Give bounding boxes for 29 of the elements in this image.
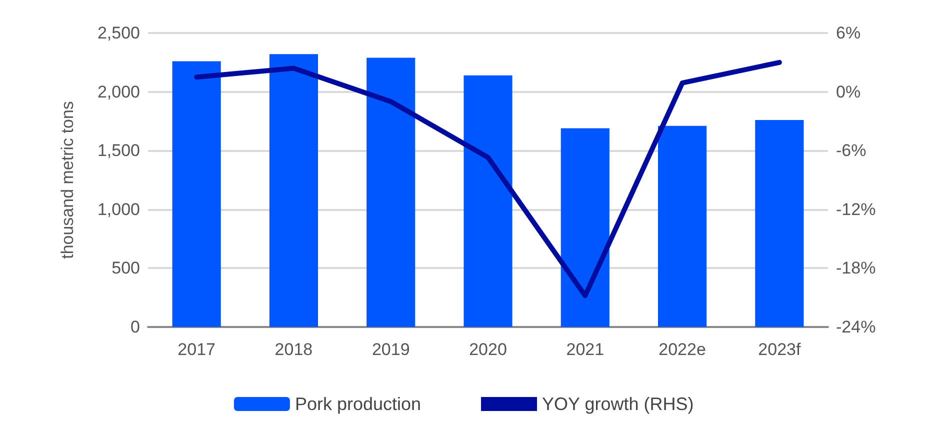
x-tick-label: 2022e (658, 340, 706, 359)
bar (366, 58, 416, 327)
bar (755, 120, 804, 327)
y2-tick-label: -12% (836, 200, 876, 219)
x-tick-label: 2018 (274, 340, 313, 359)
bar (172, 61, 221, 327)
y-tick-label: 0 (130, 318, 140, 336)
y2-tick-label: 6% (836, 24, 861, 42)
bar (560, 128, 610, 327)
y2-tick-label: -24% (836, 318, 876, 336)
legend-label: Pork production (294, 394, 422, 414)
y-tick-label: 1,500 (97, 141, 140, 160)
x-tick-label: 2019 (372, 340, 410, 359)
x-tick-label: 2023f (758, 340, 801, 359)
bar (658, 126, 707, 327)
y-tick-label: 2,500 (97, 24, 140, 42)
bar (269, 54, 318, 327)
y2-tick-label: -6% (836, 141, 866, 160)
y-tick-label: 500 (112, 258, 140, 278)
y-axis-title: thousand metric tons (58, 101, 77, 259)
bar (464, 75, 512, 327)
x-tick-label: 2020 (469, 340, 507, 359)
y2-tick-label: -18% (836, 258, 876, 278)
legend-label: YOY growth (RHS) (542, 394, 694, 414)
x-tick-label: 2017 (178, 340, 216, 359)
y-tick-label: 2,000 (97, 82, 140, 102)
x-tick-label: 2021 (566, 340, 604, 359)
y-tick-label: 1,000 (97, 200, 140, 219)
y2-tick-label: 0% (836, 82, 861, 102)
